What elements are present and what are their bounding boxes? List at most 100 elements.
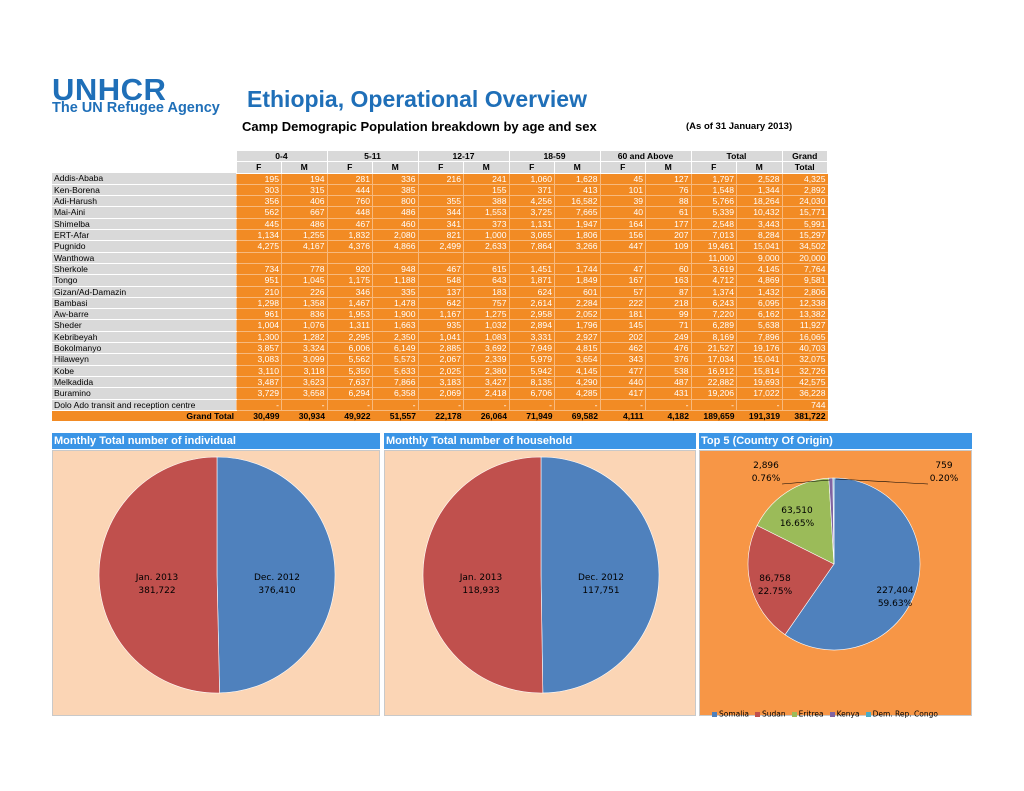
- group-header: 12-17: [417, 149, 510, 163]
- table-cell: 5,573: [372, 353, 418, 366]
- table-cell: 1,300: [235, 331, 282, 344]
- table-cell: 778: [281, 263, 327, 276]
- slice-percent: 0.20%: [930, 474, 959, 484]
- table-cell: 1,032: [463, 319, 509, 332]
- table-cell: [326, 252, 373, 264]
- table-row: Bokolmanyo 3,857 3,324 6,006 6,149 2,885 3,692…: [52, 342, 828, 355]
- table-cell: 194: [281, 173, 327, 185]
- table-row: Bambasi 1,298 1,358 1,467 1,478 642 757 2,614 2,…: [52, 297, 828, 310]
- table-cell: 1,358: [281, 297, 327, 310]
- table-cell: 2,528: [736, 173, 782, 185]
- table-cell: 3,658: [281, 387, 327, 400]
- table-cell: 2,885: [417, 342, 464, 355]
- table-body: Addis-Ababa 195 194 281 336 216 241 1,060 1,628 4…: [52, 173, 828, 422]
- table-row: Aw-barre 961 836 1,953 1,900 1,167 1,275 2,958 2…: [52, 308, 828, 321]
- grand-total-cell: 22,178: [418, 410, 464, 422]
- table-cell: 15,814: [736, 365, 782, 377]
- table-cell: 1,060: [508, 173, 555, 185]
- grand-total-cell: 4,111: [600, 410, 646, 422]
- table-cell: 36,228: [781, 387, 828, 400]
- table-cell: 1,628: [554, 173, 600, 185]
- table-cell: 2,284: [554, 297, 600, 310]
- table-cell: 195: [235, 173, 282, 185]
- table-cell: 538: [645, 365, 691, 377]
- table-cell: 7,013: [690, 229, 737, 242]
- table-cell: 8,284: [736, 229, 782, 242]
- table-cell: 3,692: [463, 342, 509, 355]
- table-cell: 3,118: [281, 365, 327, 377]
- group-header: Total: [690, 149, 783, 163]
- header-blank-cell: [52, 161, 236, 174]
- camp-name: ERT-Afar: [52, 229, 236, 242]
- table-cell: 60: [645, 263, 691, 276]
- table-cell: 385: [372, 184, 418, 197]
- slice-value: 117,751: [582, 586, 619, 596]
- camp-name: Hilaweyn: [52, 353, 236, 366]
- table-cell: 388: [463, 195, 509, 208]
- table-cell: 961: [235, 308, 282, 321]
- table-row: Mai-Aini 562 667 448 486 344 1,553 3,725 7,665 40…: [52, 206, 828, 219]
- grand-total-cell: 26,064: [463, 410, 509, 422]
- table-cell: 440: [599, 376, 646, 389]
- table-row: Buramino 3,729 3,658 6,294 6,358 2,069 2,418 6,…: [52, 387, 828, 400]
- panel-title: Top 5 (Country Of Origin): [699, 433, 972, 449]
- table-cell: 355: [417, 195, 464, 208]
- table-cell: 344: [417, 206, 464, 219]
- table-cell: 156: [599, 229, 646, 242]
- table-cell: 2,499: [417, 240, 464, 253]
- camp-name: Sherkole: [52, 263, 236, 276]
- table-row: Melkadida 3,487 3,623 7,637 7,866 3,183 3,427 8…: [52, 376, 828, 389]
- table-cell: 5,638: [736, 319, 782, 332]
- legend-swatch: [829, 711, 835, 717]
- table-cell: 448: [326, 206, 373, 219]
- slice-value: 227,404: [876, 586, 913, 596]
- table-cell: -: [599, 399, 646, 411]
- table-cell: 5,942: [508, 365, 555, 377]
- table-cell: 19,176: [736, 342, 782, 355]
- table-cell: [372, 252, 418, 264]
- table-cell: 800: [372, 195, 418, 208]
- table-cell: 222: [599, 297, 646, 310]
- table-cell: 155: [463, 184, 509, 197]
- table-cell: 1,832: [326, 229, 373, 242]
- table-cell: 218: [645, 297, 691, 310]
- table-sub-header-row: F M F M F M F M F M F M Total: [52, 161, 828, 174]
- table-cell: 744: [781, 399, 828, 411]
- group-header: 5-11: [326, 149, 419, 163]
- table-row: Ken-Borena 303 315 444 385 155 371 413 101 76 1,54…: [52, 184, 828, 197]
- table-cell: 42,575: [781, 376, 828, 389]
- table-cell: 3,099: [281, 353, 327, 366]
- table-cell: 183: [463, 286, 509, 298]
- group-header: 0-4: [235, 149, 328, 163]
- table-cell: 615: [463, 263, 509, 276]
- camp-name: Dolo Ado transit and reception centre: [52, 399, 236, 411]
- table-cell: 2,927: [554, 331, 600, 344]
- table-cell: 4,290: [554, 376, 600, 389]
- table-cell: 1,131: [508, 218, 555, 231]
- table-cell: 1,432: [736, 286, 782, 298]
- grand-total-row: Grand Total 30,499 30,934 49,922 51,557 22,17…: [52, 410, 828, 422]
- slice-value: 381,722: [138, 586, 175, 596]
- table-cell: 202: [599, 331, 646, 344]
- group-header: Grand: [781, 149, 828, 163]
- table-cell: 601: [554, 286, 600, 298]
- table-cell: 216: [417, 173, 464, 185]
- table-cell: 948: [372, 263, 418, 276]
- table-cell: 2,069: [417, 387, 464, 400]
- table-cell: 1,167: [417, 308, 464, 321]
- table-row: Hilaweyn 3,083 3,099 5,562 5,573 2,067 2,339 5,…: [52, 353, 828, 366]
- table-cell: 356: [235, 195, 282, 208]
- panel-title: Monthly Total number of household: [384, 433, 696, 449]
- slice-value: 376,410: [258, 586, 295, 596]
- pie-chart-individuals: Dec. 2012 376,410 Jan. 2013 381,722: [98, 456, 336, 694]
- table-cell: 11,927: [781, 319, 828, 332]
- table-cell: 5,633: [372, 365, 418, 377]
- table-cell: 951: [235, 274, 282, 287]
- table-cell: 4,256: [508, 195, 555, 208]
- panel-body: Dec. 2012 376,410 Jan. 2013 381,722: [52, 450, 380, 716]
- table-cell: 15,771: [781, 206, 828, 219]
- group-header: 18-59: [508, 149, 601, 163]
- table-cell: 19,206: [690, 387, 737, 400]
- table-cell: 19,461: [690, 240, 737, 253]
- slice-value: 86,758: [759, 574, 791, 584]
